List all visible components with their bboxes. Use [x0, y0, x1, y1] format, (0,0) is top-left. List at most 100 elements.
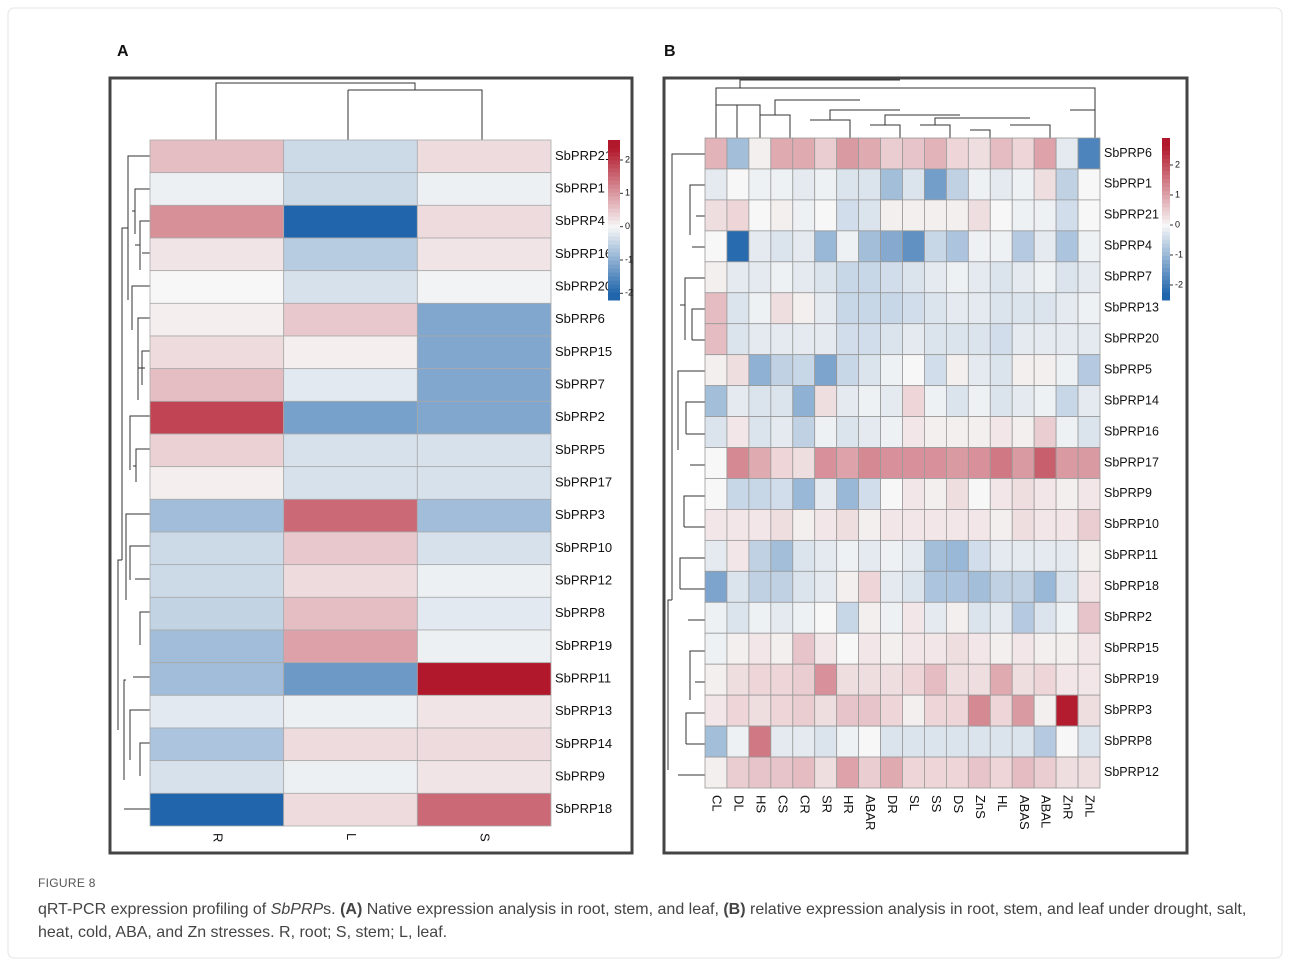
row-label: SbPRP7	[1104, 270, 1152, 284]
heatmap-cell	[770, 539, 794, 572]
heatmap-cell	[814, 632, 838, 665]
row-label: SbPRP7	[555, 376, 605, 391]
figure-border	[7, 7, 1283, 959]
colorbar-tick-label: -1	[625, 254, 633, 264]
colorbar-segment	[1162, 279, 1170, 285]
heatmap-cell	[967, 509, 991, 541]
heatmap-cell	[283, 629, 418, 664]
heatmap-cell	[924, 756, 947, 789]
colorbar-segment	[608, 184, 620, 189]
heatmap-cell	[814, 416, 838, 448]
heatmap-cell	[924, 137, 947, 170]
heatmap-cell	[836, 261, 860, 294]
heatmap-cell	[1077, 416, 1101, 448]
heatmap-cell	[945, 385, 969, 417]
heatmap-cell	[1077, 137, 1101, 170]
heatmap-cell	[1033, 292, 1057, 325]
heatmap-cell	[1055, 509, 1079, 541]
heatmap-cell	[792, 292, 816, 325]
row-label: SbPRP10	[1104, 517, 1159, 531]
heatmap-cell	[283, 172, 418, 206]
heatmap-cell	[704, 509, 728, 541]
heatmap-cell	[1055, 168, 1079, 201]
column-label: ABAS	[1017, 795, 1032, 830]
heatmap-cell	[1077, 756, 1101, 789]
heatmap-cell	[726, 725, 750, 758]
heatmap-cell	[814, 694, 838, 727]
colorbar-segment	[1162, 154, 1170, 159]
colorbar-segment	[608, 156, 620, 161]
heatmap-cell	[149, 302, 285, 337]
heatmap-cell	[989, 570, 1013, 603]
heatmap-cell	[989, 447, 1013, 479]
colorbar-segment	[608, 292, 620, 297]
colorbar-segment	[1162, 174, 1170, 179]
heatmap-cell	[902, 447, 925, 479]
heatmap-cell	[967, 230, 991, 263]
heatmap-cell	[814, 447, 838, 479]
heatmap-cell	[283, 792, 418, 827]
heatmap-cell	[149, 760, 285, 794]
heatmap-cell	[1011, 137, 1035, 170]
heatmap-cell	[858, 756, 881, 789]
colorbar-tick-label: -2	[1175, 279, 1183, 289]
heatmap-cell	[967, 632, 991, 665]
heatmap-cell	[880, 756, 903, 789]
heatmap-cell	[902, 756, 925, 789]
heatmap-cell	[283, 368, 418, 402]
heatmap-cell	[726, 756, 750, 789]
colorbar-segment	[608, 256, 620, 261]
heatmap-cell	[924, 694, 947, 727]
heatmap-cell	[283, 760, 418, 794]
heatmap-cell	[726, 261, 750, 294]
heatmap-cell	[704, 478, 728, 510]
row-label: SbPRP16	[1104, 424, 1159, 438]
row-label: SbPRP18	[1104, 579, 1159, 593]
heatmap-cell	[989, 663, 1013, 696]
heatmap-cell	[902, 323, 925, 356]
heatmap-cell	[967, 168, 991, 201]
heatmap-cell	[814, 478, 838, 510]
heatmap-cell	[945, 230, 969, 263]
heatmap-cell	[770, 725, 794, 758]
heatmap-cell	[1011, 725, 1035, 758]
colorbar-segment	[608, 272, 620, 277]
heatmap-cell	[967, 261, 991, 294]
heatmap-cell	[748, 509, 772, 541]
row-label: SbPRP1	[555, 180, 605, 195]
row-label: SbPRP9	[1104, 486, 1152, 500]
colorbar-segment	[608, 140, 620, 145]
heatmap-cell	[880, 509, 903, 541]
heatmap-cell	[1033, 137, 1057, 170]
heatmap-cell	[880, 632, 903, 665]
heatmap-cell	[1055, 570, 1079, 603]
row-label: SbPRP2	[555, 409, 605, 424]
row-label: SbPRP4	[1104, 239, 1152, 253]
heatmap-cell	[726, 354, 750, 387]
colorbar-segment	[1162, 162, 1170, 167]
heatmap-cell	[1077, 570, 1101, 603]
heatmap-cell	[416, 760, 552, 794]
heatmap-cell	[836, 385, 860, 417]
heatmap-cell	[814, 663, 838, 696]
heatmap-cell	[989, 168, 1013, 201]
heatmap-cell	[283, 694, 418, 729]
heatmap-cell	[945, 137, 969, 170]
heatmap-cell	[836, 199, 860, 232]
colorbar-tick-label: 1	[1175, 189, 1180, 199]
heatmap-cell	[967, 137, 991, 170]
colorbar-segment	[608, 296, 620, 301]
heatmap-cell	[1033, 199, 1057, 232]
heatmap-cell	[967, 539, 991, 572]
heatmap-cell	[149, 368, 285, 402]
heatmap-cell	[149, 433, 285, 468]
heatmap-cell	[1055, 323, 1079, 356]
colorbar-segment	[1162, 231, 1170, 236]
heatmap-cell	[416, 531, 552, 566]
row-label: SbPRP20	[1104, 331, 1159, 345]
heatmap-cell	[902, 199, 925, 232]
column-label: ZnS	[973, 795, 988, 819]
caption-part: SbPRP	[270, 901, 324, 918]
heatmap-cell	[836, 323, 860, 356]
heatmap-cell	[1055, 694, 1079, 727]
